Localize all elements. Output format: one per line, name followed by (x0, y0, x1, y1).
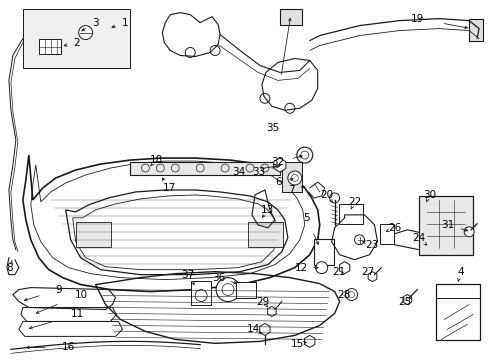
Text: 28: 28 (336, 289, 349, 300)
FancyBboxPatch shape (191, 280, 211, 305)
Text: 25: 25 (397, 297, 410, 306)
Text: 7: 7 (288, 185, 295, 195)
Bar (468, 19, 482, 41)
Text: 32: 32 (271, 157, 284, 167)
Text: 26: 26 (387, 223, 400, 233)
Text: 24: 24 (412, 233, 425, 243)
Circle shape (315, 262, 327, 274)
Text: 9: 9 (55, 284, 62, 294)
Circle shape (296, 147, 312, 163)
Text: 17: 17 (163, 183, 176, 193)
Text: 11: 11 (71, 310, 84, 319)
FancyBboxPatch shape (338, 204, 362, 224)
Circle shape (79, 26, 92, 40)
Text: 30: 30 (422, 190, 435, 200)
Polygon shape (23, 9, 130, 68)
Text: 21: 21 (331, 267, 345, 276)
Text: 27: 27 (360, 267, 373, 276)
Circle shape (185, 48, 195, 58)
Text: 35: 35 (266, 123, 279, 133)
FancyBboxPatch shape (313, 239, 333, 265)
Text: 14: 14 (246, 324, 259, 334)
Text: 8: 8 (6, 263, 13, 273)
FancyBboxPatch shape (435, 284, 479, 340)
Text: 29: 29 (256, 297, 269, 306)
Text: 5: 5 (303, 213, 309, 223)
Text: 18: 18 (149, 155, 163, 165)
Text: 6: 6 (275, 177, 282, 187)
Text: 1: 1 (122, 18, 128, 28)
Text: 23: 23 (364, 240, 377, 250)
Text: 13: 13 (261, 205, 274, 215)
Circle shape (329, 193, 339, 203)
Text: 16: 16 (62, 342, 75, 352)
Text: 36: 36 (212, 273, 225, 283)
Text: 2: 2 (73, 37, 80, 48)
Circle shape (463, 227, 473, 237)
Polygon shape (130, 162, 279, 175)
Circle shape (285, 103, 294, 113)
Circle shape (216, 278, 240, 302)
Circle shape (354, 235, 364, 245)
Circle shape (260, 93, 269, 103)
Text: 33: 33 (252, 167, 265, 177)
Circle shape (210, 45, 220, 55)
Text: 19: 19 (410, 14, 423, 24)
FancyBboxPatch shape (380, 224, 394, 244)
Text: 12: 12 (295, 263, 308, 273)
Bar (281, 162, 301, 192)
Bar (279, 9, 301, 24)
Bar (39, 39, 61, 54)
Text: 4: 4 (457, 267, 464, 276)
Text: 20: 20 (320, 190, 332, 200)
Text: 3: 3 (92, 18, 99, 28)
FancyBboxPatch shape (419, 196, 472, 255)
Circle shape (345, 289, 357, 301)
Text: 10: 10 (75, 289, 88, 300)
Bar (236, 282, 255, 298)
Text: 15: 15 (290, 339, 304, 349)
Text: 22: 22 (347, 197, 361, 207)
Bar (76, 222, 110, 247)
Text: 34: 34 (232, 167, 245, 177)
Circle shape (287, 171, 301, 185)
Text: 37: 37 (181, 270, 194, 280)
Bar (247, 222, 282, 247)
Text: 31: 31 (441, 220, 454, 230)
